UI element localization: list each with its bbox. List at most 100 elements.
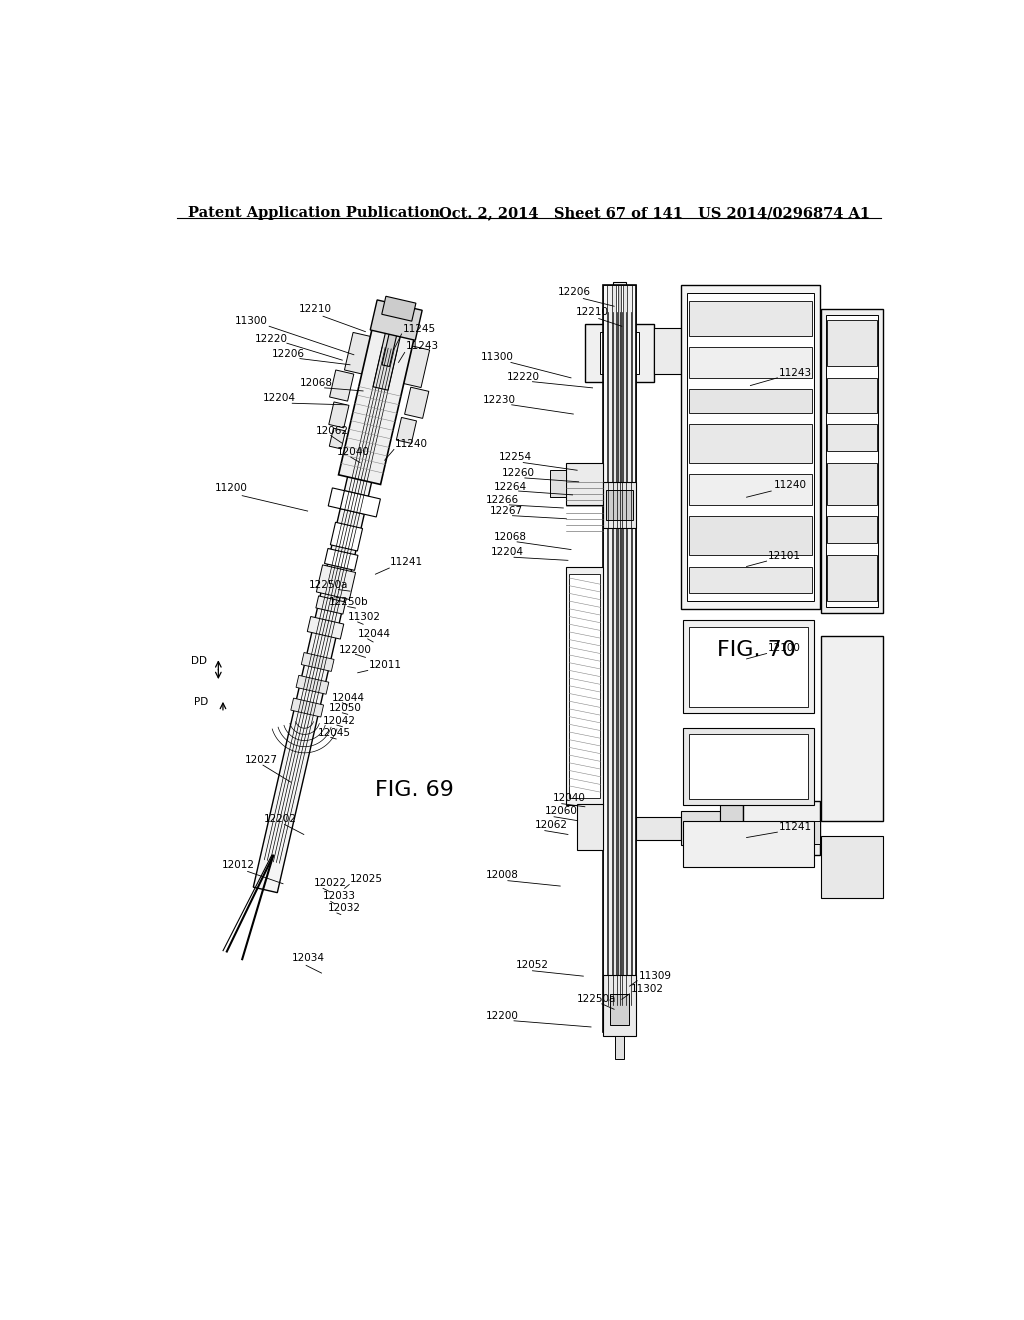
Polygon shape — [344, 333, 377, 375]
Polygon shape — [382, 296, 416, 321]
Text: 11309: 11309 — [639, 972, 672, 981]
Bar — [681, 812, 720, 845]
Text: 12200: 12200 — [486, 1011, 519, 1022]
Polygon shape — [253, 317, 409, 892]
Text: DD: DD — [190, 656, 207, 665]
Text: FIG. 69: FIG. 69 — [376, 780, 455, 800]
Polygon shape — [330, 370, 353, 401]
Text: FIG. 70: FIG. 70 — [717, 640, 797, 660]
Text: 12250a: 12250a — [309, 579, 348, 590]
Bar — [565, 462, 602, 506]
Bar — [827, 516, 877, 544]
Polygon shape — [296, 676, 329, 694]
Polygon shape — [340, 491, 380, 517]
Text: 12025: 12025 — [350, 874, 383, 884]
Text: 12034: 12034 — [292, 953, 326, 962]
Bar — [569, 574, 600, 797]
Bar — [610, 994, 629, 1024]
Polygon shape — [404, 387, 429, 418]
Text: 12052: 12052 — [515, 961, 549, 970]
Bar — [689, 424, 812, 462]
Bar — [826, 314, 879, 607]
Text: Oct. 2, 2014   Sheet 67 of 141: Oct. 2, 2014 Sheet 67 of 141 — [438, 206, 683, 220]
Text: 12204: 12204 — [490, 546, 524, 557]
Text: 12044: 12044 — [333, 693, 366, 704]
Bar — [611, 339, 628, 374]
Text: 12012: 12012 — [221, 861, 254, 870]
Bar — [550, 470, 565, 498]
Polygon shape — [307, 616, 344, 639]
Text: 12068: 12068 — [300, 378, 333, 388]
Bar — [614, 1036, 625, 1059]
Text: 12266: 12266 — [486, 495, 519, 506]
Text: 12022: 12022 — [313, 878, 347, 888]
Bar — [689, 474, 812, 506]
Bar — [821, 636, 883, 821]
Text: 12202: 12202 — [264, 814, 297, 824]
Bar — [602, 974, 637, 1036]
Bar — [565, 566, 602, 805]
Polygon shape — [382, 319, 400, 367]
Bar — [617, 285, 621, 1032]
Bar — [602, 482, 637, 528]
Polygon shape — [373, 318, 403, 391]
Bar — [683, 620, 813, 713]
Bar — [742, 801, 819, 855]
Text: 12210: 12210 — [575, 308, 608, 318]
Bar — [720, 805, 742, 851]
Text: 11241: 11241 — [779, 822, 812, 832]
Bar — [613, 281, 626, 323]
Bar — [611, 285, 628, 1032]
Bar — [683, 821, 813, 867]
Polygon shape — [396, 417, 417, 444]
Polygon shape — [315, 595, 346, 614]
Bar — [578, 804, 602, 850]
Bar — [681, 285, 819, 609]
Bar — [716, 334, 758, 368]
Polygon shape — [325, 549, 358, 570]
Text: 12206: 12206 — [558, 288, 591, 297]
Polygon shape — [371, 300, 422, 341]
Text: 12040: 12040 — [553, 793, 586, 804]
Polygon shape — [329, 488, 369, 515]
Polygon shape — [329, 401, 349, 428]
Bar — [689, 516, 812, 554]
Bar — [821, 836, 883, 898]
Text: 12230: 12230 — [483, 395, 516, 405]
Text: 12033: 12033 — [323, 891, 356, 902]
Bar — [600, 331, 639, 374]
Polygon shape — [397, 345, 430, 388]
Text: 12011: 12011 — [370, 660, 402, 671]
Bar — [827, 424, 877, 451]
Text: 11245: 11245 — [402, 323, 435, 334]
Bar — [615, 285, 624, 1032]
Bar — [689, 389, 812, 412]
Text: 11243: 11243 — [406, 342, 438, 351]
Text: 12050: 12050 — [330, 704, 362, 713]
Text: Patent Application Publication: Patent Application Publication — [188, 206, 440, 220]
Text: 12220: 12220 — [506, 372, 540, 383]
Text: 11240: 11240 — [773, 480, 807, 490]
Text: 12267: 12267 — [489, 506, 522, 516]
Polygon shape — [330, 428, 345, 449]
Bar — [689, 627, 808, 706]
Text: 12210: 12210 — [298, 305, 332, 314]
Text: 11302: 11302 — [631, 983, 664, 994]
Polygon shape — [291, 698, 324, 717]
Bar — [637, 817, 681, 840]
Bar — [607, 285, 632, 1032]
Polygon shape — [316, 565, 355, 599]
Text: 12062: 12062 — [535, 820, 568, 830]
Text: 12250a: 12250a — [578, 994, 616, 1003]
Text: 12260: 12260 — [502, 467, 535, 478]
Bar — [602, 285, 637, 1032]
Bar — [689, 301, 812, 335]
Text: PD: PD — [195, 697, 209, 708]
Text: 12204: 12204 — [263, 393, 296, 403]
Bar — [827, 378, 877, 412]
Bar — [742, 821, 819, 843]
Polygon shape — [356, 351, 404, 426]
Bar — [689, 347, 812, 378]
Polygon shape — [339, 315, 417, 484]
Text: 12100: 12100 — [768, 643, 801, 653]
